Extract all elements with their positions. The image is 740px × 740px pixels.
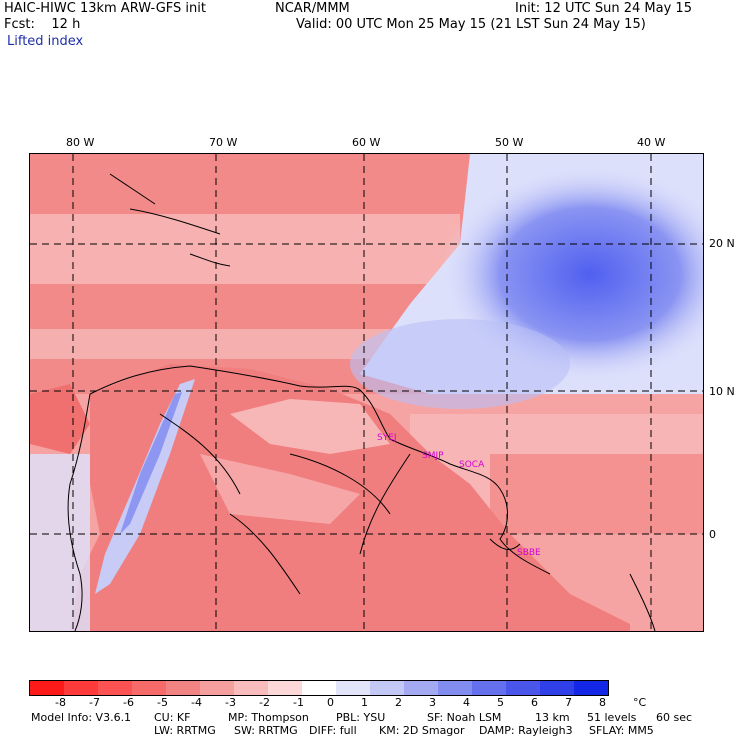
forecast-hour: Fcst: 12 h xyxy=(4,17,81,32)
colorbar-label: 0 xyxy=(327,696,334,709)
model-title: HAIC-HIWC 13km ARW-GFS init xyxy=(4,1,206,16)
lon-label: 70 W xyxy=(209,136,238,149)
colorbar-swatch xyxy=(302,681,336,695)
colorbar-swatch xyxy=(370,681,404,695)
field-name: Lifted index xyxy=(7,34,84,49)
colorbar-label: 1 xyxy=(361,696,368,709)
org-title: NCAR/MMM xyxy=(275,1,350,16)
colorbar-swatch xyxy=(574,681,608,695)
colorbar-label: 3 xyxy=(429,696,436,709)
station-label: SYEJ xyxy=(377,433,397,443)
footer-sf: SF: Noah LSM xyxy=(427,711,502,724)
station-label: SBBE xyxy=(517,548,541,558)
footer-sw: SW: RRTMG xyxy=(234,724,298,737)
lon-label: 60 W xyxy=(352,136,381,149)
colorbar-swatch xyxy=(336,681,370,695)
footer-damp: DAMP: Rayleigh3 xyxy=(479,724,573,737)
footer-km: KM: 2D Smagor xyxy=(379,724,465,737)
colorbar-label: -5 xyxy=(157,696,168,709)
colorbar-label: 2 xyxy=(395,696,402,709)
colorbar-swatch xyxy=(166,681,200,695)
lat-label: 20 N xyxy=(709,237,735,250)
colorbar-swatch xyxy=(98,681,132,695)
valid-time: Valid: 00 UTC Mon 25 May 15 (21 LST Sun … xyxy=(296,17,646,32)
colorbar-label: 4 xyxy=(463,696,470,709)
footer-line2: LW: RRTMG SW: RRTMG DIFF: full KM: 2D Sm… xyxy=(154,724,654,737)
colorbar-label: -3 xyxy=(225,696,236,709)
colorbar-label: 6 xyxy=(531,696,538,709)
footer-mp: MP: Thompson xyxy=(228,711,309,724)
colorbar-label: -7 xyxy=(89,696,100,709)
footer-timestep: 60 sec xyxy=(656,711,693,724)
station-label: SOCA xyxy=(459,460,485,470)
station-label: SMJP xyxy=(422,451,444,461)
lat-label: 0 xyxy=(709,528,716,541)
colorbar-swatch xyxy=(132,681,166,695)
colorbar-label: 7 xyxy=(565,696,572,709)
colorbar-label: 8 xyxy=(599,696,606,709)
lat-label: 10 N xyxy=(709,385,735,398)
footer-pbl: PBL: YSU xyxy=(336,711,386,724)
footer-sflay: SFLAY: MM5 xyxy=(589,724,654,737)
lon-label: 80 W xyxy=(66,136,95,149)
colorbar-swatch xyxy=(404,681,438,695)
footer-diff: DIFF: full xyxy=(309,724,357,737)
footer-cu: CU: KF xyxy=(154,711,191,724)
lon-label: 40 W xyxy=(637,136,666,149)
footer-lw: LW: RRTMG xyxy=(154,724,216,737)
colorbar-swatch xyxy=(540,681,574,695)
footer-levels: 51 levels xyxy=(587,711,637,724)
colorbar-swatch xyxy=(30,681,64,695)
colorbar-swatch xyxy=(438,681,472,695)
colorbar-label: -8 xyxy=(55,696,66,709)
colorbar-swatch xyxy=(472,681,506,695)
colorbar-swatch xyxy=(200,681,234,695)
colorbar-label: -1 xyxy=(293,696,304,709)
colorbar-label: -2 xyxy=(259,696,270,709)
colorbar-label: °C xyxy=(633,696,647,709)
lon-label: 50 W xyxy=(495,136,524,149)
footer-line1: Model Info: V3.6.1 CU: KF MP: Thompson P… xyxy=(31,711,692,724)
colorbar-swatch xyxy=(506,681,540,695)
colorbar-label: -6 xyxy=(123,696,134,709)
init-time: Init: 12 UTC Sun 24 May 15 xyxy=(515,1,692,16)
colorbar-label: -4 xyxy=(191,696,202,709)
lifted-index-map: SYEJ SMJP SOCA SBBE xyxy=(29,153,704,632)
colorbar-swatch xyxy=(64,681,98,695)
colorbar-label: 5 xyxy=(497,696,504,709)
colorbar xyxy=(29,680,609,696)
footer-model-info: Model Info: V3.6.1 xyxy=(31,711,132,724)
footer-resolution: 13 km xyxy=(535,711,570,724)
colorbar-swatch xyxy=(268,681,302,695)
colorbar-swatch xyxy=(234,681,268,695)
